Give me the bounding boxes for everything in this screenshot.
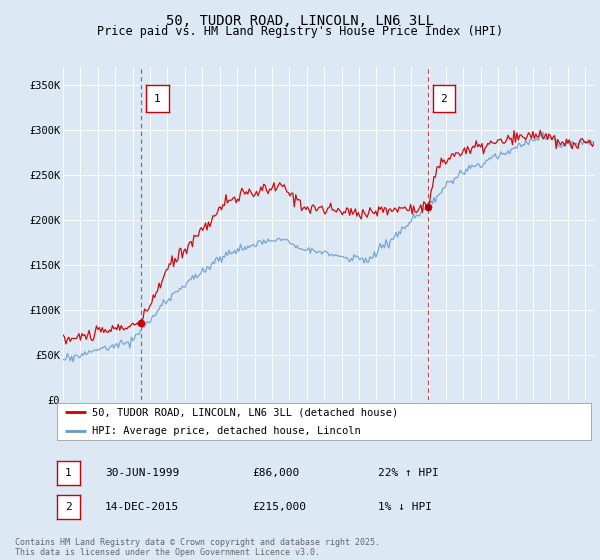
Text: 1: 1 <box>65 468 72 478</box>
Text: 50, TUDOR ROAD, LINCOLN, LN6 3LL: 50, TUDOR ROAD, LINCOLN, LN6 3LL <box>166 14 434 28</box>
Text: HPI: Average price, detached house, Lincoln: HPI: Average price, detached house, Linc… <box>92 426 361 436</box>
Text: 22% ↑ HPI: 22% ↑ HPI <box>378 468 439 478</box>
Text: Contains HM Land Registry data © Crown copyright and database right 2025.
This d: Contains HM Land Registry data © Crown c… <box>15 538 380 557</box>
Text: Price paid vs. HM Land Registry's House Price Index (HPI): Price paid vs. HM Land Registry's House … <box>97 25 503 38</box>
Text: £215,000: £215,000 <box>252 502 306 512</box>
Text: 1% ↓ HPI: 1% ↓ HPI <box>378 502 432 512</box>
Text: £86,000: £86,000 <box>252 468 299 478</box>
Text: 1: 1 <box>154 94 161 104</box>
Text: 50, TUDOR ROAD, LINCOLN, LN6 3LL (detached house): 50, TUDOR ROAD, LINCOLN, LN6 3LL (detach… <box>92 407 398 417</box>
Text: 30-JUN-1999: 30-JUN-1999 <box>105 468 179 478</box>
Text: 2: 2 <box>440 94 448 104</box>
Text: 2: 2 <box>65 502 72 512</box>
Text: 14-DEC-2015: 14-DEC-2015 <box>105 502 179 512</box>
